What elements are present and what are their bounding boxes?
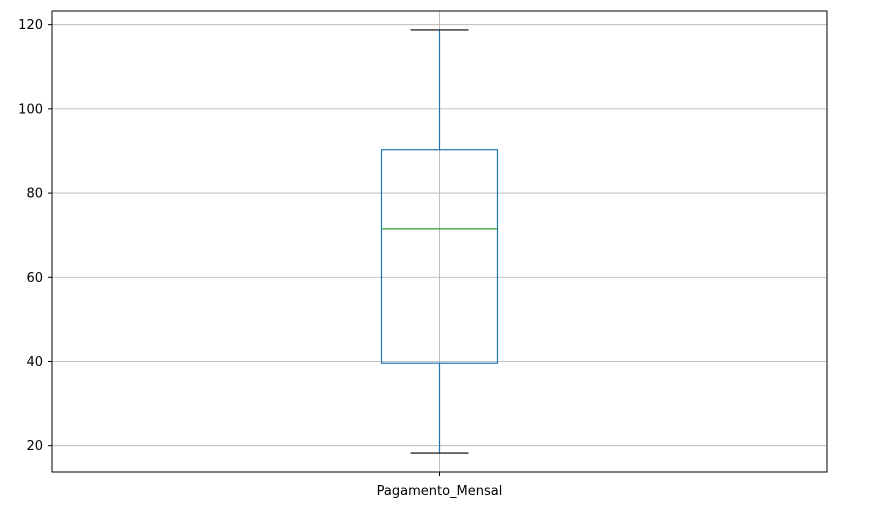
y-axis-ticks: 20 40 60 80 100 120 bbox=[18, 18, 52, 454]
box-layer bbox=[380, 29, 499, 454]
y-tick-label: 40 bbox=[26, 355, 43, 370]
y-tick-label: 100 bbox=[18, 102, 43, 117]
y-tick-label: 80 bbox=[26, 187, 43, 202]
x-tick-label: Pagamento_Mensal bbox=[377, 484, 503, 499]
y-tick-label: 20 bbox=[26, 439, 43, 454]
iqr-box bbox=[380, 149, 499, 364]
y-tick-label: 120 bbox=[18, 18, 43, 33]
x-axis-ticks: Pagamento_Mensal bbox=[377, 472, 503, 499]
y-tick-label: 60 bbox=[26, 271, 43, 286]
